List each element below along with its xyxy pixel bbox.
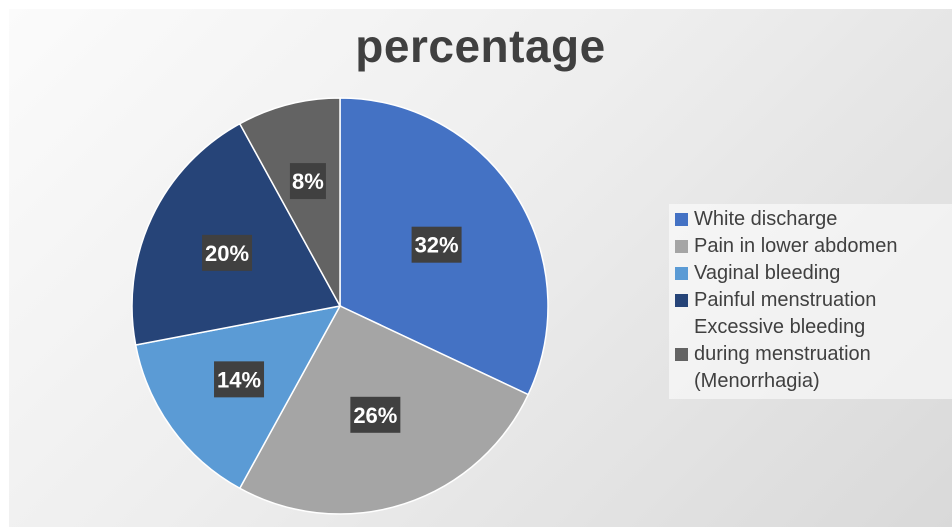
data-label-text: 14%	[217, 367, 261, 392]
legend-item-menorrhagia: Excessive bleeding during menstruation (…	[669, 314, 952, 395]
legend-swatch-pain-lower-abdomen	[675, 240, 688, 253]
data-label-white-discharge: 32%	[411, 226, 462, 263]
data-label-box	[411, 226, 462, 263]
data-label-vaginal-bleeding: 14%	[214, 361, 265, 398]
legend-swatch-white-discharge	[675, 213, 688, 226]
legend-label-menorrhagia-line-3: (Menorrhagia)	[694, 370, 820, 392]
data-label-pain-in-lower-abdomen: 26%	[350, 396, 401, 433]
legend-item-white-discharge: White discharge	[669, 206, 952, 233]
legend-swatch-menorrhagia	[675, 348, 688, 361]
data-label-text: 32%	[415, 233, 459, 258]
legend-item-vaginal-bleeding: Vaginal bleeding	[669, 260, 952, 287]
legend-label-painful-menstruation: Painful menstruation	[694, 289, 877, 311]
data-label-box	[202, 234, 253, 271]
legend-item-painful-menstruation: Painful menstruation	[669, 287, 952, 314]
data-label-text: 20%	[205, 241, 249, 266]
data-label-box	[214, 361, 265, 398]
pie-slice-painful-menstruation	[131, 122, 342, 346]
legend-label-white-discharge: White discharge	[694, 208, 838, 230]
legend-label-menorrhagia: Excessive bleeding during menstruation (…	[694, 314, 952, 395]
data-label-excessive-bleeding-during-menstruation-menorrhagia: 8%	[289, 163, 326, 200]
chart-area: percentage 32% 26% 14% 20% 8% White discharg…	[9, 9, 952, 527]
legend-label-menorrhagia-line-1: Excessive bleeding	[694, 316, 866, 338]
data-label-text: 26%	[353, 403, 397, 428]
legend-label-vaginal-bleeding: Vaginal bleeding	[694, 262, 841, 284]
legend-label-pain-lower-abdomen: Pain in lower abdomen	[694, 235, 898, 257]
legend-label-menorrhagia-line-2: during menstruation	[694, 343, 871, 365]
data-label-box	[350, 396, 401, 433]
legend-item-pain-lower-abdomen: Pain in lower abdomen	[669, 233, 952, 260]
data-label-text: 8%	[292, 169, 324, 194]
legend-swatch-vaginal-bleeding	[675, 267, 688, 280]
data-label-box	[289, 163, 326, 200]
pie-chart: 32% 26% 14% 20% 8%	[131, 97, 549, 515]
legend-swatch-painful-menstruation	[675, 294, 688, 307]
chart-title: percentage	[355, 20, 606, 72]
data-label-painful-menstruation: 20%	[202, 234, 253, 271]
legend: White discharge Pain in lower abdomen Va…	[669, 204, 952, 399]
pie-slice-excessive-bleeding-during-menstruation-menorrhagia	[238, 97, 341, 307]
